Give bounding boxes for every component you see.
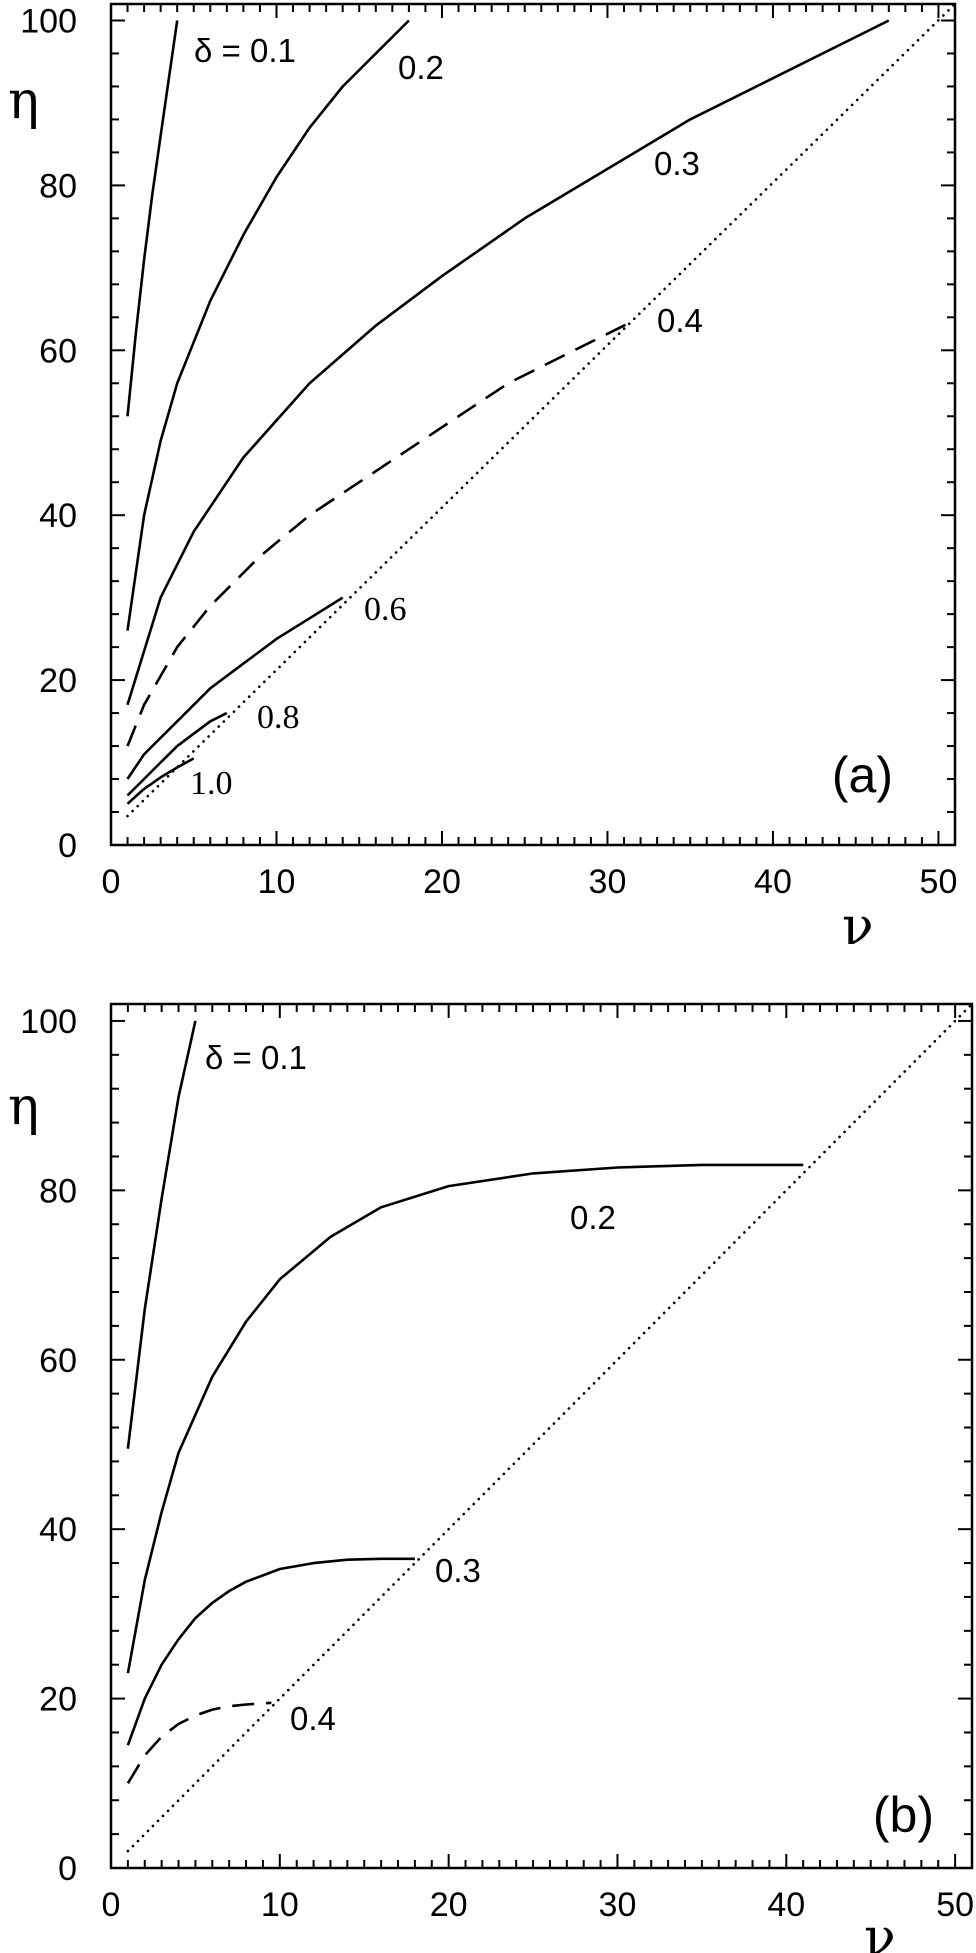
series-line-0.1 bbox=[126, 20, 179, 417]
panel-tag: (b) bbox=[873, 1787, 934, 1843]
y-tick-label: 0 bbox=[58, 827, 77, 865]
y-tick-label: 100 bbox=[20, 1003, 77, 1041]
y-tick-label: 80 bbox=[39, 1172, 77, 1210]
y-tick-label: 40 bbox=[39, 1511, 77, 1549]
y-tick-label: 60 bbox=[39, 332, 77, 370]
series-line-0.3 bbox=[126, 19, 890, 706]
series-line-0.1 bbox=[126, 1020, 197, 1449]
y-tick-label: 80 bbox=[39, 167, 77, 205]
series-line-0.3 bbox=[126, 1557, 415, 1746]
series-label: 0.2 bbox=[398, 49, 444, 86]
series-line-1.0 bbox=[126, 757, 195, 805]
series-line-0.4 bbox=[126, 320, 633, 747]
series-line-0.2 bbox=[126, 1163, 804, 1674]
x-tick-label: 10 bbox=[261, 1886, 299, 1924]
y-axis-label: η bbox=[8, 71, 39, 131]
series-label: δ = 0.1 bbox=[194, 32, 296, 69]
series-label: 0.4 bbox=[290, 1700, 336, 1737]
series-label: 0.8 bbox=[257, 699, 300, 736]
x-axis-label: ν bbox=[864, 1908, 896, 1953]
x-tick-label: 30 bbox=[589, 863, 627, 901]
x-tick-label: 0 bbox=[102, 1886, 121, 1924]
series-line-0.4 bbox=[126, 1701, 272, 1784]
panel-a: 0 10 20 30 40 50 0 20 40 60 80 100 η ν δ = 0.1 0.2 0.3 0.… bbox=[8, 2, 957, 957]
series-label: 0.3 bbox=[435, 1552, 481, 1589]
x-tick-label: 20 bbox=[423, 863, 461, 901]
plot-frame bbox=[109, 1002, 974, 1870]
plot-frame bbox=[109, 2, 957, 847]
x-tick-label: 50 bbox=[920, 863, 958, 901]
series-label: 0.2 bbox=[570, 1199, 616, 1236]
y-tick-label: 20 bbox=[39, 1681, 77, 1719]
x-axis-label: ν bbox=[842, 897, 874, 957]
y-tick-label: 100 bbox=[20, 2, 77, 40]
series-label: 0.3 bbox=[654, 145, 700, 182]
y-axis-label: η bbox=[8, 1077, 39, 1137]
series-label: δ = 0.1 bbox=[205, 1039, 307, 1076]
panel-tag: (a) bbox=[832, 747, 893, 803]
series-label: 1.0 bbox=[190, 765, 233, 802]
y-tick-label: 40 bbox=[39, 497, 77, 535]
series-line-0.8 bbox=[126, 711, 228, 797]
x-tick-label: 30 bbox=[599, 1886, 637, 1924]
series-line-0.2 bbox=[126, 19, 410, 631]
y-tick-label: 60 bbox=[39, 1342, 77, 1380]
y-tick-label: 0 bbox=[58, 1850, 77, 1888]
diagonal-line bbox=[126, 2, 957, 818]
diagonal-line bbox=[126, 1002, 974, 1853]
x-tick-label: 40 bbox=[767, 1886, 805, 1924]
x-tick-label: 50 bbox=[936, 1886, 974, 1924]
x-tick-label: 40 bbox=[754, 863, 792, 901]
series-line-0.6 bbox=[126, 596, 344, 780]
y-tick-label: 20 bbox=[39, 662, 77, 700]
x-tick-label: 20 bbox=[430, 1886, 468, 1924]
panel-b: 0 10 20 30 40 50 0 20 40 60 80 100 η ν δ = 0.1 0.2 0.3 0.… bbox=[8, 1002, 974, 1953]
series-label: 0.6 bbox=[364, 591, 407, 628]
x-tick-label: 0 bbox=[102, 863, 121, 901]
series-label: 0.4 bbox=[657, 302, 703, 339]
x-tick-label: 10 bbox=[258, 863, 296, 901]
